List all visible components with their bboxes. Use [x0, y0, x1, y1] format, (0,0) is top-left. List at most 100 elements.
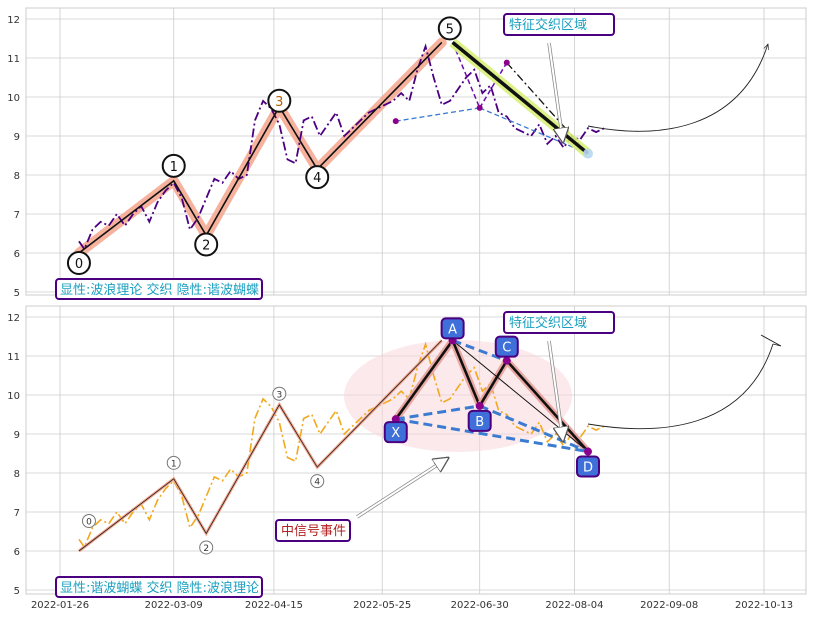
y-tick-label: 11	[7, 352, 20, 363]
butterfly-point-dot	[392, 118, 399, 125]
y-tick-label: 12	[7, 313, 20, 324]
x-tick-label: 2022-04-15	[245, 600, 303, 611]
butterfly-point-dot	[584, 447, 592, 456]
butterfly-node-box	[467, 409, 492, 432]
x-tick-label: 2022-08-04	[545, 600, 603, 611]
y-tick-label: 8	[14, 171, 20, 182]
top-price-line	[78, 43, 605, 251]
butterfly-xb-line	[395, 107, 480, 122]
wave-node-small-label: 3	[276, 390, 282, 400]
top-plot-frame	[25, 7, 807, 296]
wave-line	[78, 41, 443, 254]
wave-node-small-label: 4	[314, 478, 320, 488]
wave-node-small	[199, 540, 214, 555]
event-label-text: 中信号事件	[281, 524, 346, 539]
butterfly-point-dot	[476, 104, 483, 111]
butterfly-node-box	[383, 421, 408, 444]
butterfly-point-dot	[502, 356, 511, 365]
bottom-x-tick-labels: 2022-01-26 2022-03-09 2022-04-15 2022-05-25…	[31, 600, 793, 611]
bottom-info-text: 显性:谐波蝴蝶 交织 隐性:波浪理论	[60, 580, 259, 596]
bottom-price-line	[78, 341, 605, 549]
bottom-nodes: 0 1 2 3 4 X A B C D	[81, 317, 600, 555]
butterfly-bd-line	[479, 107, 589, 155]
wave-node-circle	[267, 88, 292, 113]
butterfly-dashed-line	[395, 417, 589, 454]
bottom-annotations	[356, 334, 782, 519]
bottom-callout-arrow	[548, 340, 563, 441]
bottom-annotation-text: 特征交织区域	[509, 315, 587, 331]
wave-node-small-label: 1	[171, 459, 177, 469]
x-tick-label: 2022-05-25	[353, 600, 411, 611]
butterfly-node-label: D	[583, 461, 593, 476]
top-chart-panel: 5 6 7 8 9 10 11 12 0 12 3 4 5	[7, 7, 807, 299]
butterfly-node-label: C	[502, 341, 511, 356]
bottom-annotation-box: 特征交织区域	[503, 311, 615, 334]
wave-node-small-label: 0	[86, 518, 92, 528]
y-tick-label: 6	[14, 547, 20, 558]
forecast-curve-bottom-tip	[760, 334, 782, 347]
butterfly-ab-line	[451, 42, 481, 109]
y-tick-label: 11	[7, 54, 20, 65]
butterfly-dashed-line	[479, 404, 589, 453]
top-annotation-text: 特征交织区域	[509, 17, 587, 33]
wave-node-label: 5	[446, 22, 454, 37]
bottom-info-box: 显性:谐波蝴蝶 交织 隐性:波浪理论	[55, 576, 263, 598]
y-tick-label: 7	[14, 210, 20, 221]
butterfly-leg-line	[505, 359, 589, 453]
top-info-text: 显性:波浪理论 交织 隐性:谐波蝴蝶	[60, 282, 259, 298]
y-tick-label: 10	[7, 93, 20, 104]
y-tick-label: 9	[14, 132, 20, 143]
y-tick-label: 6	[14, 249, 20, 260]
x-tick-label: 2022-03-09	[145, 600, 203, 611]
x-tick-label: 2022-09-08	[640, 600, 698, 611]
butterfly-node-box	[494, 335, 519, 358]
y-tick-label: 5	[14, 288, 20, 299]
butterfly-d-glow	[583, 148, 593, 159]
butterfly-node-label: X	[391, 426, 400, 441]
wave-node-small	[272, 386, 287, 401]
butterfly-leg-line	[394, 339, 454, 420]
butterfly-point-dot	[475, 401, 484, 410]
x-tick-label: 2022-10-13	[735, 600, 793, 611]
y-tick-label: 9	[14, 430, 20, 441]
top-price-polyline	[78, 43, 605, 251]
butterfly-node-label: B	[475, 415, 484, 430]
y-tick-label: 12	[7, 15, 20, 26]
top-wave-nodes: 0 1 2 3 4 5	[66, 16, 462, 275]
top-wave-lines	[78, 41, 443, 254]
y-tick-label: 10	[7, 391, 20, 402]
bottom-price-polyline	[78, 341, 605, 549]
butterfly-dashed-line	[395, 404, 480, 421]
wave-node-label: 0	[75, 257, 83, 272]
forecast-curve-bottom	[587, 343, 774, 430]
wave-node-circle	[194, 232, 219, 257]
forecast-curve-top	[587, 44, 768, 132]
butterfly-bc-line	[479, 62, 508, 109]
wave-node-label: 4	[313, 171, 321, 186]
wave-thin-line	[78, 340, 443, 552]
x-tick-label: 2022-01-26	[31, 600, 89, 611]
butterfly-leg-line	[478, 360, 508, 407]
wave-node-label: 2	[202, 238, 210, 253]
event-callout-arrow	[356, 458, 448, 518]
top-annotation-box: 特征交织区域	[503, 13, 615, 36]
wave-node-small	[310, 474, 325, 489]
butterfly-node-box	[576, 455, 600, 478]
top-annotations	[547, 42, 768, 142]
x-tick-label: 2022-06-30	[451, 600, 509, 611]
wave-node-small-label: 2	[203, 544, 209, 554]
bottom-butterfly-lines	[392, 338, 591, 454]
wave-node-circle	[161, 153, 186, 178]
top-grid	[26, 8, 806, 295]
bottom-y-tick-labels: 5 6 7 8 9 10 11 12	[7, 313, 20, 597]
y-tick-label: 7	[14, 508, 20, 519]
wave-node-label: 3	[275, 95, 283, 110]
top-y-tick-labels: 5 6 7 8 9 10 11 12	[7, 15, 20, 299]
wave-node-small	[166, 455, 181, 470]
wave-node-small	[81, 514, 96, 528]
butterfly-leg-line	[451, 339, 481, 407]
wave-node-circle	[66, 251, 91, 275]
butterfly-node-box	[440, 317, 465, 340]
